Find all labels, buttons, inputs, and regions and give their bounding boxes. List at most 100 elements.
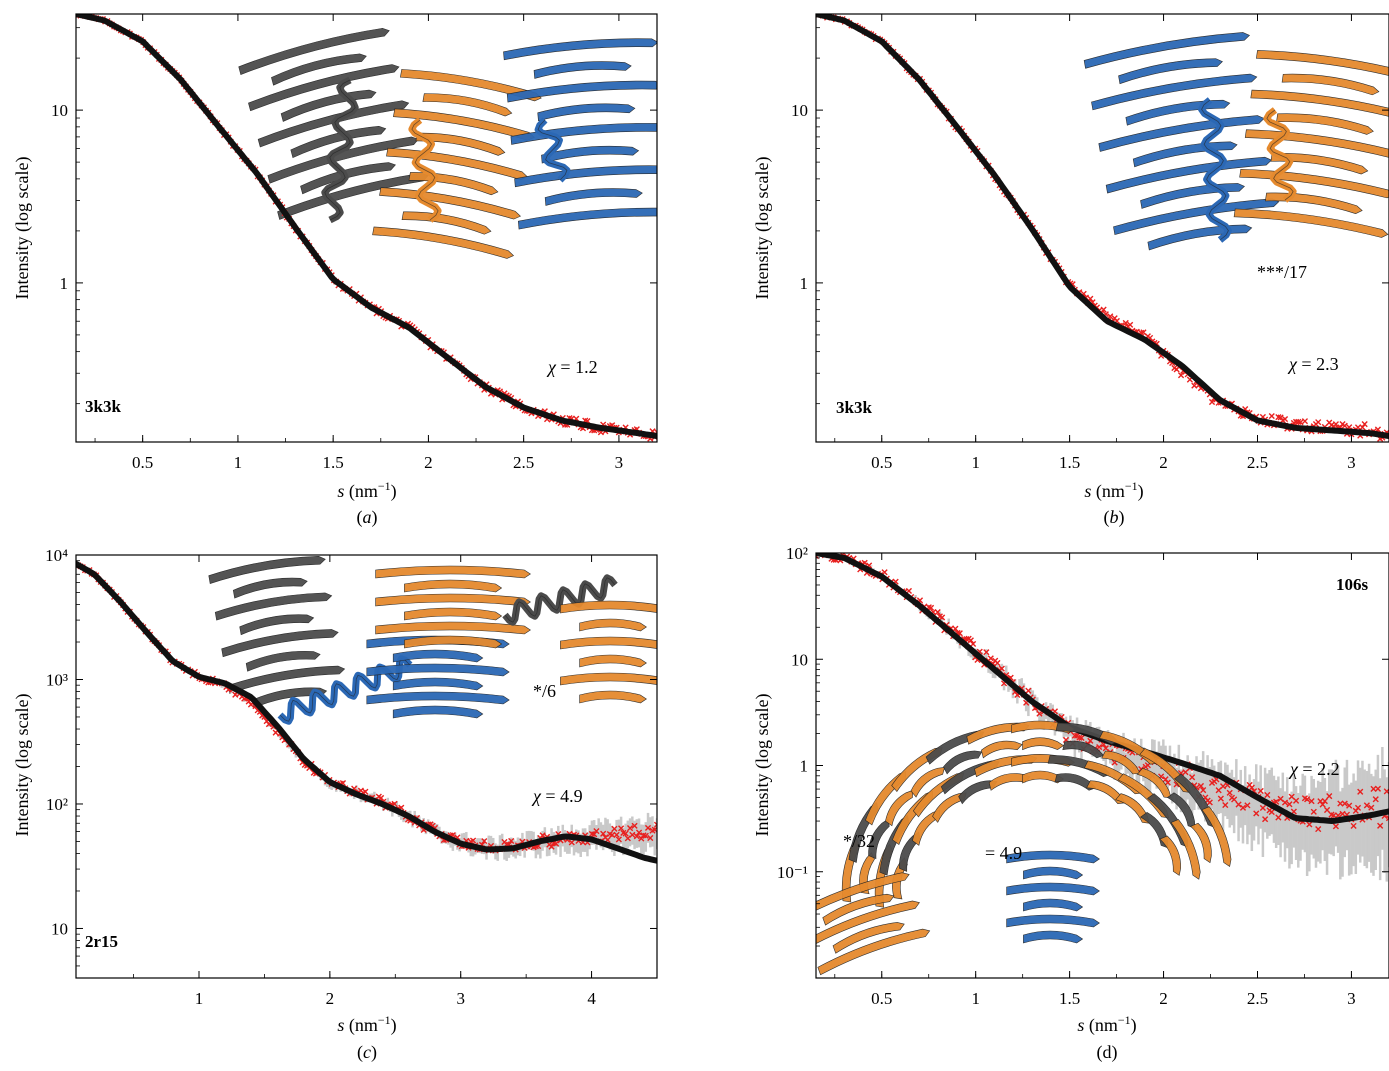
data-point xyxy=(1281,799,1289,806)
data-point xyxy=(1301,418,1309,425)
data-point xyxy=(1341,422,1348,429)
structure-illustration-c xyxy=(208,555,657,725)
ribbon-strand xyxy=(1023,866,1084,880)
data-point xyxy=(615,836,622,843)
data-point xyxy=(1259,804,1266,812)
data-point xyxy=(1262,816,1269,823)
data-point xyxy=(1264,791,1271,799)
x-tick-label: 2.5 xyxy=(1247,989,1268,1008)
data-point xyxy=(1096,743,1103,751)
data-point xyxy=(1197,782,1205,790)
data-point xyxy=(1332,421,1339,428)
data-point xyxy=(647,834,654,842)
ribbon-strand xyxy=(404,635,503,649)
ribbon-strand xyxy=(1006,914,1100,928)
data-point xyxy=(1217,795,1224,802)
x-tick-label: 2.5 xyxy=(513,453,534,472)
data-point xyxy=(1341,800,1348,807)
ribbon-strand xyxy=(1233,208,1389,238)
data-point xyxy=(1363,802,1370,809)
data-point xyxy=(642,832,649,839)
y-tick-label: 1 xyxy=(60,274,69,293)
data-point xyxy=(1372,796,1379,803)
data-point xyxy=(1319,801,1326,808)
y-tick-label: 10 xyxy=(51,919,68,938)
data-point xyxy=(1162,776,1169,783)
ribbon-strand xyxy=(1098,115,1265,152)
ribbon-strand xyxy=(232,577,308,599)
data-point xyxy=(1292,797,1300,804)
helix-outline xyxy=(1266,109,1294,201)
y-tick-label: 10³ xyxy=(46,670,68,689)
ribbon-strand xyxy=(1091,73,1258,111)
data-point xyxy=(629,831,636,838)
ribbon-strand xyxy=(239,614,315,636)
ribbon-strand xyxy=(257,100,410,148)
data-point xyxy=(593,827,600,835)
ribbon-strand xyxy=(817,928,931,976)
x-tick-label: 2.5 xyxy=(1247,453,1268,472)
data-point xyxy=(1315,419,1322,426)
chi-label-d: χ = 2.2 xyxy=(1288,759,1340,779)
helix-outline xyxy=(537,119,568,181)
ribbon-strand xyxy=(1276,113,1374,135)
panel-label-c: (c) xyxy=(357,1042,377,1063)
data-point xyxy=(1315,825,1322,833)
data-point xyxy=(927,604,935,611)
ribbon-strand xyxy=(366,663,510,677)
ribbon-strand xyxy=(1115,793,1150,824)
data-point xyxy=(1100,306,1107,313)
ribbon-strand xyxy=(252,687,328,709)
x-tick-label: 3 xyxy=(615,453,624,472)
y-axis-title-d: Intensity (log scale) xyxy=(752,694,773,837)
data-point xyxy=(1374,785,1382,792)
chart-panel-c: 1 2 3 4 10 10² 10³ 10⁴ Intensity (log scale) s … xyxy=(12,546,658,1063)
x-tick-label: 1 xyxy=(971,453,980,472)
ribbon-strand xyxy=(404,579,503,593)
ribbon-strand xyxy=(1083,32,1251,69)
ribbon-strand xyxy=(579,618,647,632)
ribbon-strand xyxy=(1083,760,1143,795)
data-point xyxy=(1235,801,1242,808)
x-tick-label: 4 xyxy=(587,989,596,1008)
ribbon-strand xyxy=(506,80,657,103)
ribbon-strand xyxy=(227,665,346,694)
data-point xyxy=(1377,822,1384,829)
data-point xyxy=(1025,687,1032,694)
data-point xyxy=(1268,808,1275,816)
x-tick-label: 1.5 xyxy=(1059,989,1080,1008)
ribbon-strand xyxy=(943,750,983,775)
data-point xyxy=(481,837,488,845)
data-point xyxy=(1326,793,1333,800)
data-point xyxy=(1222,801,1229,809)
panel-label-a: (a) xyxy=(357,507,378,528)
data-point xyxy=(1275,814,1282,821)
ribbon-strand xyxy=(300,162,396,195)
y-tick-label: 10² xyxy=(46,795,68,814)
data-point xyxy=(635,829,643,836)
data-point xyxy=(1323,806,1331,814)
ribbon-strand xyxy=(1105,156,1273,194)
ribbon-strand xyxy=(885,789,914,827)
data-point xyxy=(548,843,555,850)
ribbon-strand xyxy=(1265,192,1363,215)
ribbon-strand xyxy=(214,592,333,621)
annotation-b: ***/17 xyxy=(1257,262,1307,282)
x-tick-label: 1 xyxy=(971,989,980,1008)
chi-label-b: χ = 2.3 xyxy=(1287,354,1339,374)
data-point xyxy=(1321,798,1328,805)
ribbon-strand xyxy=(1147,793,1189,848)
data-point xyxy=(952,625,959,632)
y-tick-label: 1 xyxy=(800,757,809,776)
data-point xyxy=(983,649,990,656)
data-point xyxy=(939,614,946,621)
ribbon-strand xyxy=(366,691,510,705)
ribbon-strand xyxy=(1117,773,1170,819)
data-point xyxy=(1310,808,1317,815)
fit-curve-c xyxy=(76,560,657,864)
panel-label-b: (b) xyxy=(1104,507,1125,528)
ribbon-strand xyxy=(238,27,390,75)
ribbon-strand xyxy=(1250,89,1389,119)
ribbon-strand xyxy=(267,136,419,184)
